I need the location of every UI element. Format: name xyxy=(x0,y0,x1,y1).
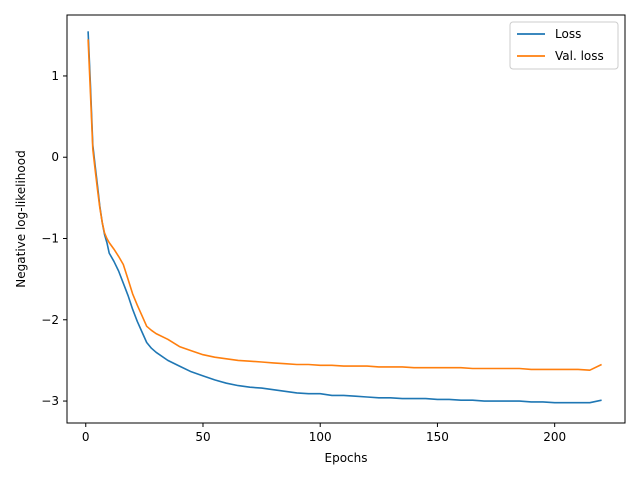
x-axis-ticks: 0 50 100 150 200 xyxy=(82,423,566,444)
series-line-loss xyxy=(87,31,602,404)
legend-label-loss: Loss xyxy=(555,27,581,41)
x-tick-label: 150 xyxy=(426,430,449,444)
y-tick-label: 0 xyxy=(51,150,59,164)
x-tick-label: 0 xyxy=(82,430,90,444)
x-tick-label: 200 xyxy=(543,430,566,444)
x-axis-label: Epochs xyxy=(325,451,368,465)
y-tick-label: −3 xyxy=(41,394,59,408)
y-tick-label: 1 xyxy=(51,69,59,83)
x-tick-label: 100 xyxy=(309,430,332,444)
plot-area xyxy=(67,15,625,423)
y-axis-ticks: 1 0 −1 −2 −3 xyxy=(41,69,67,408)
y-axis-label: Negative log-likelihood xyxy=(14,150,28,287)
series-line-val-loss xyxy=(87,39,602,372)
x-tick-label: 50 xyxy=(195,430,210,444)
y-tick-label: −2 xyxy=(41,313,59,327)
series-layer xyxy=(87,31,602,404)
plot-frame xyxy=(66,14,626,424)
legend: Loss Val. loss xyxy=(509,21,619,70)
legend-label-val-loss: Val. loss xyxy=(555,49,604,63)
y-tick-label: −1 xyxy=(41,232,59,246)
